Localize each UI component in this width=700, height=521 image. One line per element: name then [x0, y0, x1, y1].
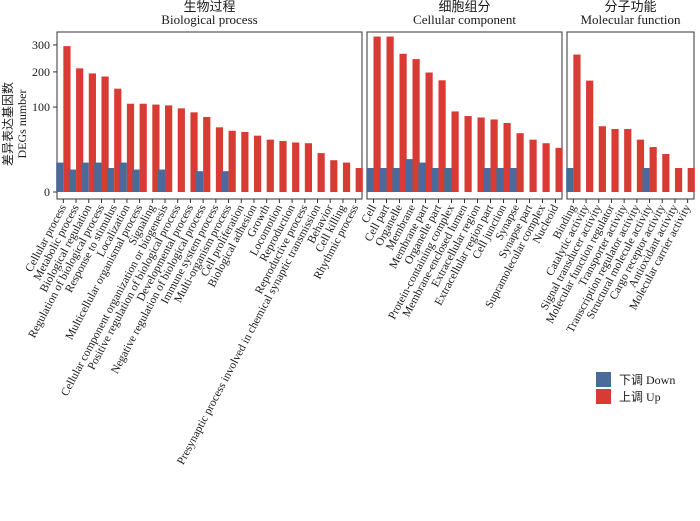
- bar-up: [177, 108, 185, 192]
- bar-down: [418, 162, 426, 192]
- bar-up: [266, 139, 274, 192]
- bar-up: [279, 141, 287, 192]
- panel-title-cn: 细胞组分: [438, 0, 490, 14]
- bar-up: [373, 36, 381, 193]
- bar-up: [412, 59, 420, 192]
- bar-up: [503, 123, 511, 192]
- bar-up: [215, 127, 224, 192]
- bar-up: [529, 139, 537, 192]
- bar-up: [636, 139, 645, 192]
- bar-up: [586, 80, 594, 192]
- bar-up: [464, 116, 472, 192]
- bar-down: [405, 159, 413, 192]
- bar-down: [483, 167, 491, 192]
- bar-up: [165, 105, 173, 192]
- legend-label-up: 上调 Up: [619, 390, 661, 404]
- bar-up: [662, 154, 670, 192]
- bar-down: [157, 169, 166, 192]
- bar-up: [228, 130, 236, 192]
- bar-down: [566, 167, 574, 192]
- bar-up: [88, 73, 96, 192]
- bar-up: [555, 147, 563, 192]
- bar-down: [132, 169, 140, 192]
- bar-up: [63, 46, 71, 192]
- panel-frame: [56, 31, 363, 200]
- bar-up: [386, 36, 394, 193]
- bar-down: [221, 171, 229, 192]
- bar-up: [399, 53, 407, 193]
- bar-up: [598, 126, 606, 192]
- panel-title-en: Molecular function: [581, 12, 681, 27]
- bar-down: [509, 167, 517, 192]
- bar-down: [366, 167, 374, 192]
- bar-up: [101, 76, 109, 192]
- bar-up: [126, 103, 135, 192]
- panel-title-en: Cellular component: [413, 12, 516, 27]
- y-axis: 0 100 200 300: [32, 38, 57, 199]
- bar-up: [304, 143, 313, 192]
- y-tick-label: 300: [32, 38, 50, 52]
- bar-up: [76, 68, 84, 192]
- bar-down: [496, 167, 504, 192]
- y-tick-label: 100: [32, 100, 50, 114]
- bar-down: [392, 167, 400, 192]
- bar-down: [379, 167, 387, 192]
- bar-up: [438, 80, 446, 192]
- bar-down: [444, 167, 452, 192]
- bar-up: [649, 147, 657, 192]
- legend-label-down: 下调 Down: [619, 373, 675, 387]
- y-axis-label: 差异表达基因数 DEGs number: [0, 82, 29, 166]
- bar-up: [451, 111, 459, 192]
- bar-down: [119, 162, 127, 192]
- bar-up: [203, 117, 211, 192]
- bar-down: [94, 162, 102, 192]
- bar-up: [139, 103, 147, 192]
- bar-up: [490, 119, 498, 192]
- y-axis-label-cn: 差异表达基因数: [0, 82, 15, 166]
- bar-down: [106, 167, 115, 192]
- bar-up: [317, 153, 325, 192]
- y-axis-label-en: DEGs number: [15, 90, 29, 159]
- bar-up: [516, 133, 524, 192]
- bar-up: [342, 162, 351, 192]
- bar-down: [431, 167, 439, 192]
- bar-up: [152, 104, 160, 192]
- bar-up: [624, 129, 632, 192]
- panel-frame: [566, 31, 695, 200]
- bar-up: [687, 167, 695, 192]
- legend-swatch-up: [596, 389, 611, 404]
- panel-title-cn: 分子功能: [604, 0, 656, 14]
- bar-down: [195, 171, 204, 192]
- panel-title-en: Biological process: [161, 12, 257, 27]
- bar-up: [190, 112, 198, 192]
- bar-up: [253, 135, 262, 192]
- bar-up: [674, 167, 683, 192]
- y-tick-label: 0: [44, 185, 50, 199]
- bar-down: [68, 169, 77, 192]
- bar-up: [114, 88, 122, 192]
- bar-up: [573, 54, 581, 192]
- panel-title-cn: 生物过程: [183, 0, 235, 14]
- bar-up: [330, 160, 338, 192]
- bar-down: [56, 162, 64, 192]
- bar-up: [241, 131, 249, 192]
- legend: 下调 Down 上调 Up: [596, 372, 675, 404]
- bar-up: [425, 72, 433, 192]
- bar-down: [642, 167, 650, 192]
- bar-down: [81, 162, 89, 192]
- y-tick-label: 200: [32, 65, 50, 79]
- legend-swatch-down: [596, 372, 611, 387]
- bar-up: [611, 129, 619, 192]
- bar-up: [542, 143, 550, 192]
- bar-up: [292, 142, 300, 192]
- bar-up: [355, 167, 363, 192]
- bar-up: [477, 117, 485, 192]
